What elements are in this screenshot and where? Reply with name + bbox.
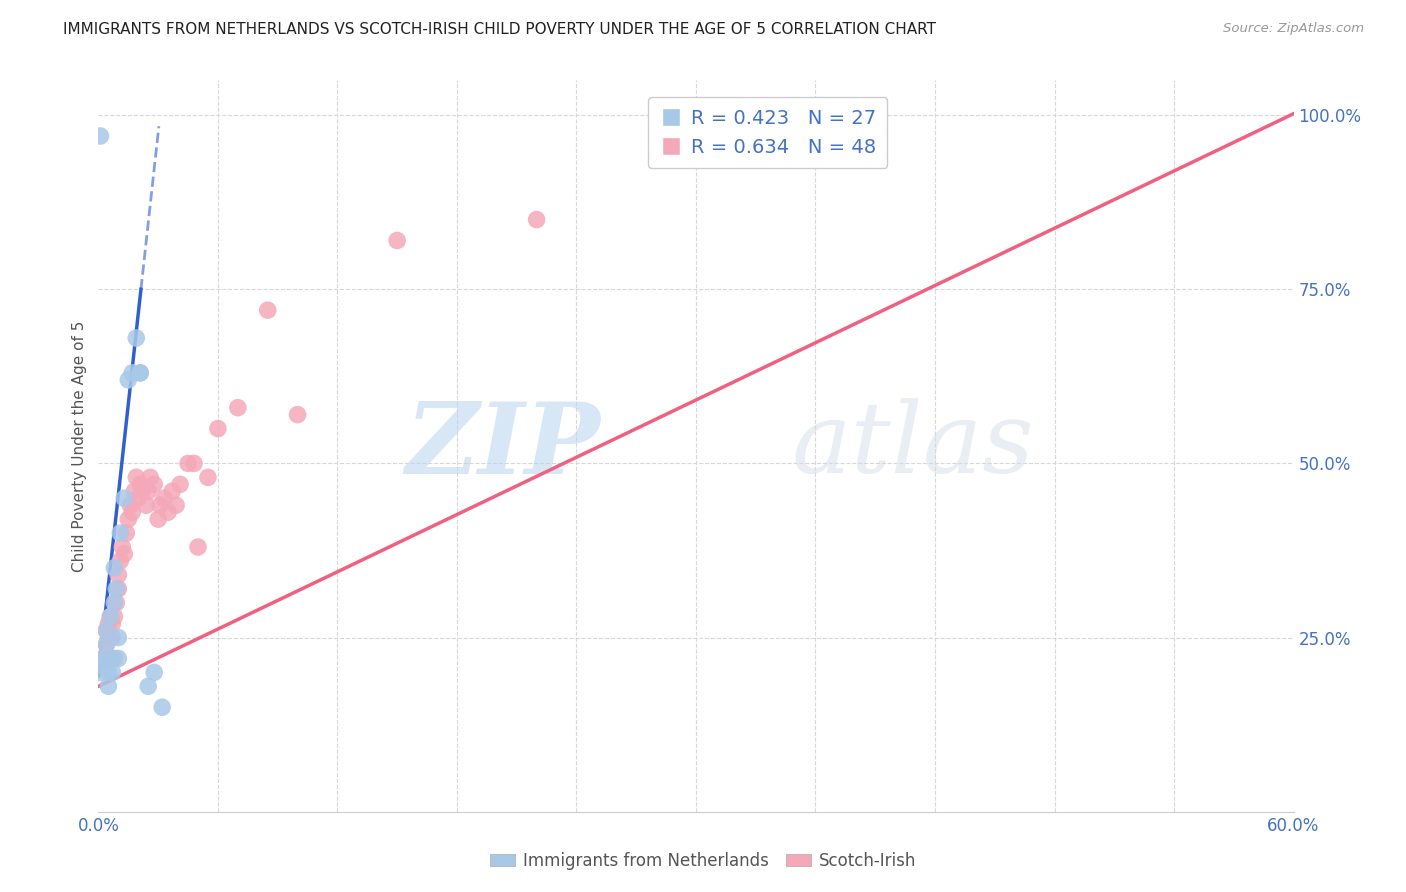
Point	[111, 540, 134, 554]
Point	[96, 624, 118, 638]
Point	[150, 700, 173, 714]
Text: IMMIGRANTS FROM NETHERLANDS VS SCOTCH-IRISH CHILD POVERTY UNDER THE AGE OF 5 COR: IMMIGRANTS FROM NETHERLANDS VS SCOTCH-IR…	[63, 22, 936, 37]
Text: atlas: atlas	[792, 399, 1035, 493]
Point	[256, 303, 278, 318]
Point	[101, 616, 124, 631]
Point	[101, 665, 124, 680]
Point	[89, 128, 111, 143]
Point	[112, 491, 135, 506]
Point	[103, 596, 125, 610]
Point	[91, 658, 114, 673]
Point	[131, 484, 153, 499]
Point	[105, 596, 128, 610]
Point	[207, 421, 229, 435]
Point	[121, 366, 143, 380]
Point	[96, 638, 118, 652]
Point	[107, 631, 129, 645]
Point	[136, 679, 159, 693]
Point	[139, 470, 162, 484]
Point	[165, 498, 187, 512]
Y-axis label: Child Poverty Under the Age of 5: Child Poverty Under the Age of 5	[72, 320, 87, 572]
Point	[93, 651, 115, 665]
Point	[112, 547, 135, 561]
Point	[117, 373, 139, 387]
Point	[98, 609, 122, 624]
Point	[149, 498, 172, 512]
Point	[97, 679, 120, 693]
Point	[135, 498, 157, 512]
Point	[129, 366, 152, 380]
Point	[125, 331, 148, 345]
Point	[136, 484, 159, 499]
Point	[110, 526, 132, 541]
Point	[110, 554, 132, 568]
Point	[785, 128, 807, 143]
Point	[103, 609, 125, 624]
Point	[91, 651, 114, 665]
Point	[143, 477, 166, 491]
Point	[197, 470, 219, 484]
Point	[157, 505, 180, 519]
Point	[129, 477, 152, 491]
Text: ZIP: ZIP	[405, 398, 600, 494]
Point	[115, 526, 138, 541]
Legend: Immigrants from Netherlands, Scotch-Irish: Immigrants from Netherlands, Scotch-Iris…	[484, 846, 922, 877]
Point	[160, 484, 183, 499]
Point	[101, 631, 124, 645]
Point	[125, 470, 148, 484]
Point	[148, 512, 170, 526]
Point	[97, 665, 120, 680]
Point	[226, 401, 249, 415]
Point	[96, 638, 118, 652]
Point	[187, 540, 209, 554]
Point	[89, 665, 111, 680]
Point	[98, 651, 122, 665]
Point	[120, 498, 142, 512]
Point	[107, 651, 129, 665]
Point	[127, 491, 149, 506]
Point	[97, 631, 120, 645]
Point	[177, 457, 200, 471]
Point	[98, 609, 122, 624]
Point	[107, 567, 129, 582]
Point	[143, 665, 166, 680]
Point	[385, 234, 409, 248]
Point	[105, 582, 128, 596]
Point	[121, 505, 143, 519]
Text: Source: ZipAtlas.com: Source: ZipAtlas.com	[1223, 22, 1364, 36]
Point	[124, 484, 146, 499]
Point	[101, 651, 124, 665]
Legend: R = 0.423   N = 27, R = 0.634   N = 48: R = 0.423 N = 27, R = 0.634 N = 48	[648, 97, 887, 169]
Point	[103, 651, 125, 665]
Point	[129, 366, 152, 380]
Point	[97, 616, 120, 631]
Point	[153, 491, 176, 506]
Point	[169, 477, 191, 491]
Point	[287, 408, 309, 422]
Point	[183, 457, 205, 471]
Point	[107, 582, 129, 596]
Point	[93, 651, 115, 665]
Point	[103, 561, 125, 575]
Point	[96, 624, 118, 638]
Point	[526, 212, 548, 227]
Point	[117, 512, 139, 526]
